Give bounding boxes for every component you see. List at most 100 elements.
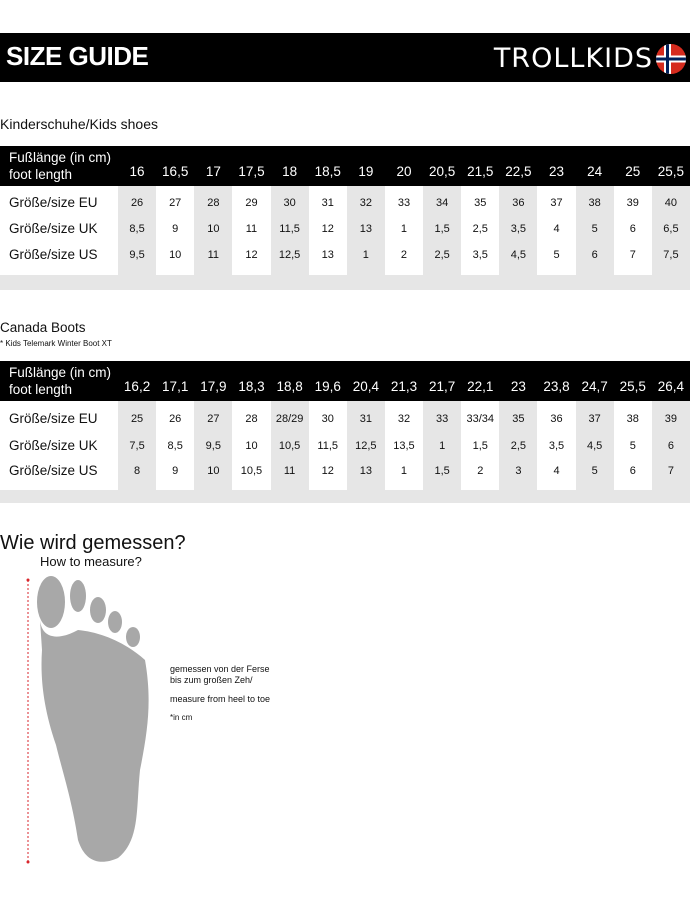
table-header-row: Fußlänge (in cm) foot length 16,2 17,1 17,9 1… xyxy=(0,361,690,401)
size-cell: 12,5 xyxy=(355,440,377,452)
size-cell: 9,5 xyxy=(129,249,145,261)
size-cell: 39 xyxy=(664,413,678,425)
size-cell: 26 xyxy=(130,197,144,209)
foot-length-header-cell: 23,8 xyxy=(543,379,570,394)
size-cell: 11 xyxy=(245,223,258,235)
size-cell: 32 xyxy=(397,413,411,425)
size-cell: 10 xyxy=(169,249,182,261)
foot-length-header-label: Fußlänge (in cm) foot length xyxy=(9,149,111,183)
alt-column-shade xyxy=(423,186,462,275)
size-cell: 2,5 xyxy=(472,223,488,235)
foot-length-header-cell: 19 xyxy=(358,164,374,179)
size-cell: 30 xyxy=(321,413,334,425)
size-cell: 6 xyxy=(629,223,636,235)
size-cell: 1 xyxy=(439,440,446,452)
size-cell: 25 xyxy=(130,413,144,425)
size-cell: 6,5 xyxy=(663,223,679,235)
size-cell: 6 xyxy=(629,465,636,477)
foot-length-header-cell: 21,5 xyxy=(467,164,494,179)
size-cell: 33 xyxy=(397,197,411,209)
table-header-row: Fußlänge (in cm) foot length 16 16,5 17 17,5 1… xyxy=(0,146,690,186)
table-footer-strip xyxy=(0,275,690,290)
norway-flag-icon xyxy=(656,43,686,74)
row-label: Größe/size US xyxy=(9,463,98,478)
size-cell: 9,5 xyxy=(205,440,221,452)
table-footer-strip xyxy=(0,490,690,503)
size-cell: 3,5 xyxy=(472,249,488,261)
size-cell: 27 xyxy=(207,413,220,425)
kids-shoes-title: Kinderschuhe/Kids shoes xyxy=(0,116,158,132)
foot-length-header-cell: 24 xyxy=(587,164,603,179)
size-cell: 13 xyxy=(321,249,334,261)
size-cell: 2,5 xyxy=(510,440,527,452)
foot-length-label-de: Fußlänge (in cm) xyxy=(9,150,112,165)
alt-column-shade xyxy=(270,186,309,275)
foot-length-label-en: foot length xyxy=(9,382,73,397)
size-cell: 5 xyxy=(591,223,598,235)
size-cell: 1,5 xyxy=(434,465,450,477)
size-cell: 3,5 xyxy=(510,223,527,235)
foot-length-header-cell: 17,1 xyxy=(162,379,189,394)
foot-length-header-cell: 18 xyxy=(282,164,298,179)
size-cell: 9 xyxy=(172,223,179,235)
foot-length-header-cell: 16,5 xyxy=(162,164,189,179)
size-cell: 12 xyxy=(321,223,334,235)
foot-length-label-de: Fußlänge (in cm) xyxy=(9,365,112,380)
size-cell: 28/29 xyxy=(275,413,304,425)
row-label: Größe/size EU xyxy=(9,411,98,426)
foot-length-header-cell: 19,6 xyxy=(314,379,341,394)
alt-column-shade xyxy=(499,401,538,490)
size-cell: 8 xyxy=(134,465,141,477)
foot-length-header-cell: 17,9 xyxy=(200,379,227,394)
row-label: Größe/size US xyxy=(9,247,98,262)
canada-boots-note: * Kids Telemark Winter Boot XT xyxy=(0,339,112,348)
size-cell: 7,5 xyxy=(663,249,679,261)
foot-length-header-cell: 16,2 xyxy=(123,379,151,394)
foot-sole-icon xyxy=(37,576,149,862)
foot-length-header-cell: 21,7 xyxy=(428,379,456,394)
foot-illustration xyxy=(26,576,149,864)
size-cell: 12,5 xyxy=(278,249,301,261)
size-cell: 5 xyxy=(553,249,560,261)
foot-length-header-cell: 17 xyxy=(205,164,221,179)
kids-shoes-size-table: Fußlänge (in cm) foot length 16 16,5 17 17,5 1… xyxy=(0,146,690,290)
foot-length-header-cell: 25,5 xyxy=(619,379,646,394)
size-cell: 7,5 xyxy=(129,440,145,452)
size-cell: 37 xyxy=(550,197,563,209)
size-cell: 11 xyxy=(207,249,220,261)
foot-length-header-cell: 25 xyxy=(625,164,641,179)
foot-length-header-cell: 18,8 xyxy=(276,379,303,394)
size-cell: 2,5 xyxy=(434,249,450,261)
alt-column-shade xyxy=(575,186,614,275)
foot-length-header-cell: 23 xyxy=(549,164,565,179)
alt-column-shade xyxy=(575,401,614,490)
size-cell: 11,5 xyxy=(279,223,300,235)
foot-length-header-cell: 18,5 xyxy=(314,164,341,179)
size-cell: 4,5 xyxy=(587,440,603,452)
size-cell: 34 xyxy=(436,197,449,209)
foot-length-header-cell: 20,4 xyxy=(352,379,379,394)
size-cell: 2 xyxy=(477,465,484,477)
size-cell: 35 xyxy=(512,413,525,425)
size-cell: 11,5 xyxy=(317,440,339,452)
canada-boots-title: Canada Boots xyxy=(0,320,86,335)
foot-length-label-en: foot length xyxy=(9,167,73,182)
foot-length-header-cell: 24,7 xyxy=(581,379,608,394)
size-cell: 8,5 xyxy=(129,223,145,235)
size-cell: 4,5 xyxy=(510,249,527,261)
size-cell: 10 xyxy=(207,223,220,235)
size-cell: 36 xyxy=(512,197,525,209)
size-cell: 29 xyxy=(245,197,258,209)
size-cell: 6 xyxy=(667,440,674,452)
alt-column-shade xyxy=(423,401,462,490)
size-cell: 28 xyxy=(207,197,220,209)
measure-text-de-1: gemessen von der Ferse xyxy=(170,664,270,674)
canada-boots-size-table: Fußlänge (in cm) foot length 16,2 17,1 17,9 1… xyxy=(0,361,690,503)
measure-subtitle: How to measure? xyxy=(40,554,142,569)
trollkids-logo: TROLLKIDS xyxy=(494,43,686,74)
size-cell: 33/34 xyxy=(466,413,495,425)
size-cell: 10 xyxy=(207,465,220,477)
row-label: Größe/size EU xyxy=(9,195,98,210)
foot-length-header-cell: 21,3 xyxy=(390,379,418,394)
